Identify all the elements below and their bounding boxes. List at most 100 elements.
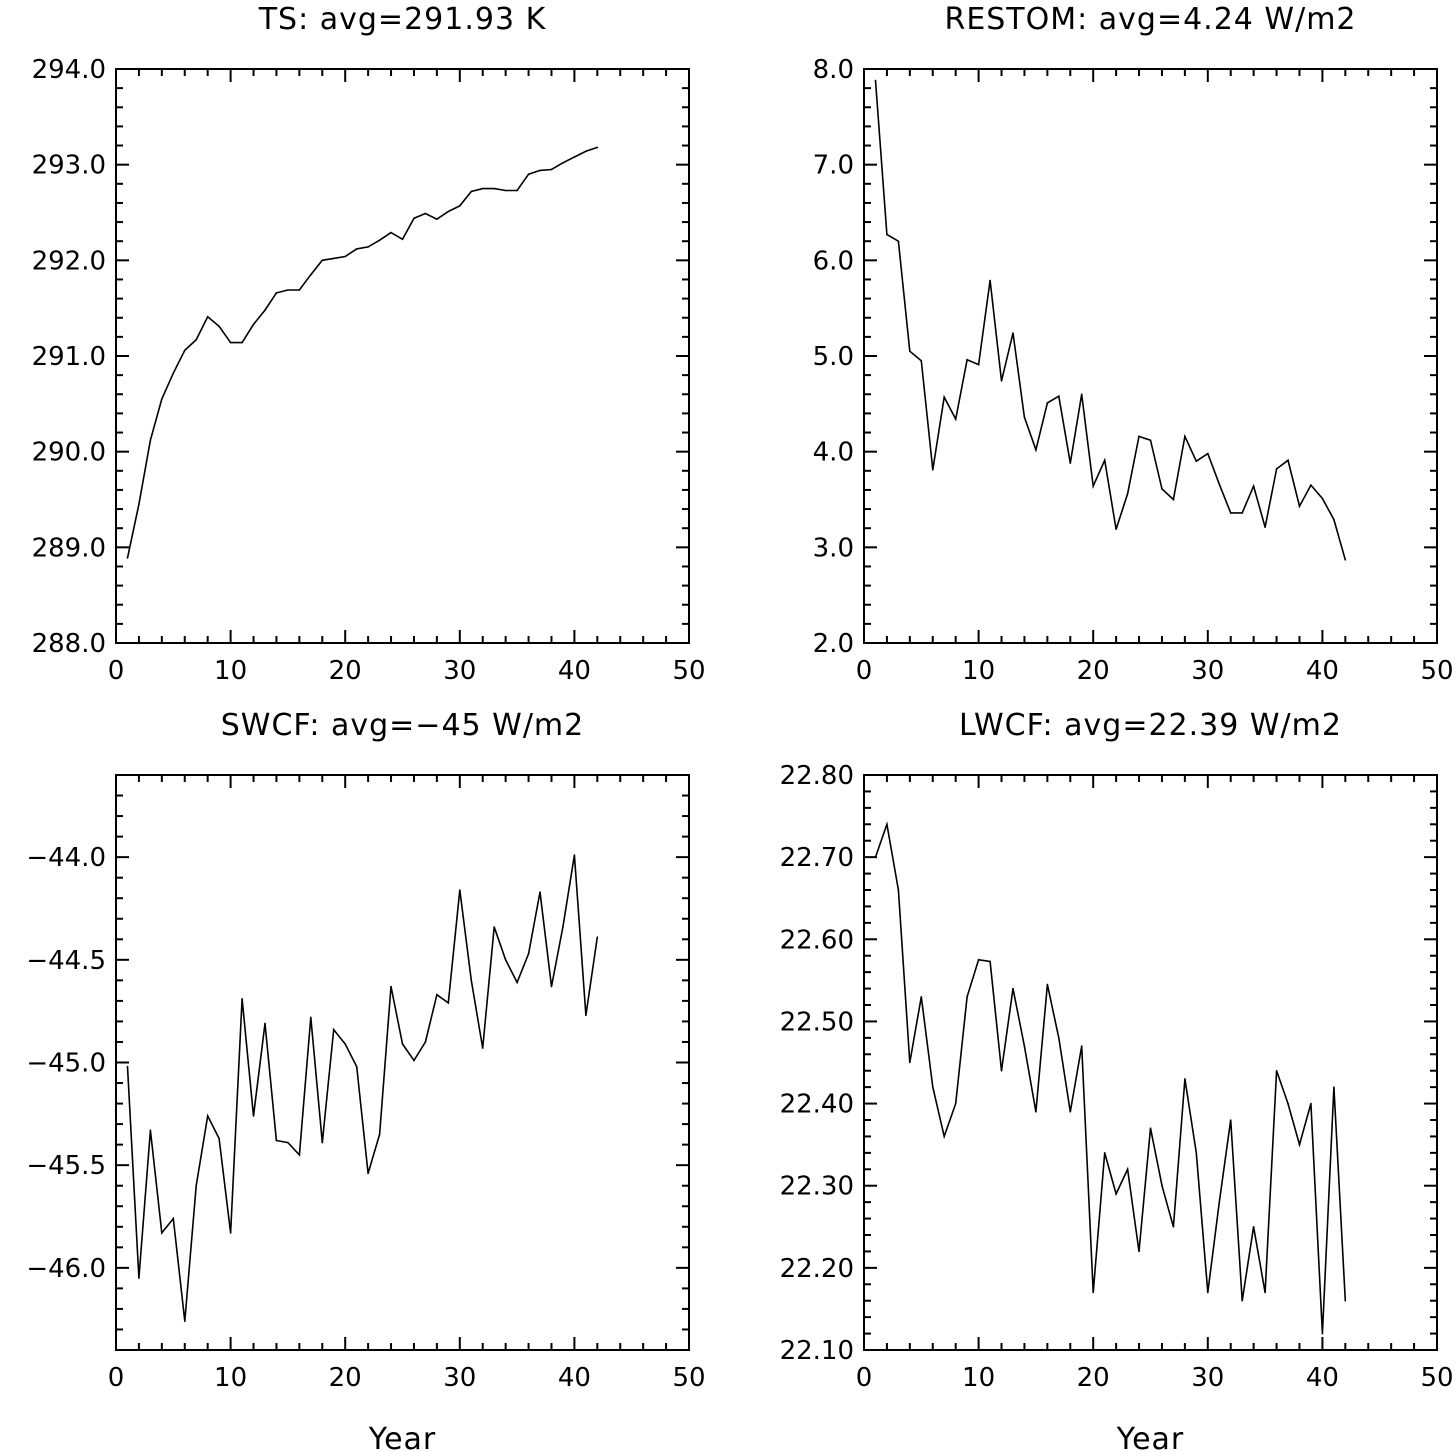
ts-data-point [126,557,129,559]
restom-y-tick-label: 6.0 [813,246,854,276]
swcf-x-tick-label: 0 [108,1363,125,1393]
ts-data-point [161,398,163,400]
lwcf-data-point [1046,983,1049,986]
lwcf-data-point [1321,1332,1324,1335]
restom-x-tick-label: 0 [856,656,873,686]
restom-y-tick-label: 4.0 [813,438,854,468]
ts-data-point [390,231,392,234]
swcf-x-tick-label: 50 [672,1363,705,1393]
lwcf-x-tick-label: 30 [1191,1363,1224,1393]
lwcf-data-point [977,959,980,961]
lwcf-data-point [1333,1086,1335,1088]
restom-data-point [1046,402,1049,404]
ts-data-point [493,187,495,190]
swcf-data-point [241,998,243,1000]
ts-y-tick-label: 289.0 [32,533,106,563]
lwcf-data-point [886,823,888,826]
swcf-data-point [275,1139,278,1142]
lwcf-y-tick-label: 22.80 [780,761,854,791]
restom-data-point [1298,505,1301,507]
swcf-data-point [470,979,473,982]
swcf-data-point [161,1232,163,1234]
ts-data-point [183,349,186,352]
ts-data-point [355,248,358,250]
swcf-data-point [287,1141,289,1144]
lwcf-data-point [1310,1102,1312,1105]
restom-data-point [1138,435,1140,438]
lwcf-data-point [920,995,923,998]
ts-data-point [459,205,461,207]
lwcf-data-point [1172,1225,1175,1228]
ts-y-tick-label: 294.0 [32,55,106,85]
restom-data-point [1115,528,1117,530]
lwcf-data-point [1229,1119,1232,1121]
ts-data-point [596,146,599,149]
lwcf-chart-title: LWCF: avg=22.39 W/m2 [959,708,1342,743]
swcf-data-point [183,1320,186,1323]
lwcf-data-point [1275,1069,1278,1072]
restom-data-point [1092,485,1094,487]
swcf-series-line [126,854,599,1322]
swcf-data-point [516,981,518,984]
ts-data-point [585,150,587,153]
ts-y-tick-label: 291.0 [32,342,106,372]
lwcf-plot-frame [863,774,1438,1351]
swcf-data-point [126,1065,129,1068]
lwcf-y-tick-label: 22.40 [780,1090,854,1120]
restom-data-point [1172,498,1175,501]
restom-y-tick-label: 7.0 [813,151,854,181]
lwcf-y-tick-label: 22.60 [780,925,854,955]
ts-data-point [206,315,209,318]
swcf-data-point [493,926,495,928]
restom-chart-title: RESTOM: avg=4.24 W/m2 [944,2,1356,37]
restom-data-point [989,279,991,282]
ts-data-point [562,161,564,164]
ts-x-tick-label: 30 [443,656,476,686]
ts-y-tick-label: 293.0 [32,151,106,181]
restom-data-point [931,469,934,471]
ts-data-point [539,169,541,172]
ts-data-point [310,273,312,276]
swcf-data-point [332,1028,335,1031]
lwcf-data-point [909,1061,911,1064]
ts-data-point [504,189,507,192]
restom-data-point [1184,435,1186,438]
swcf-data-point [229,1232,232,1234]
lwcf-panel: 0 10 20 30 40 50 22.10 22.20 22.30 22.40 22.50 22.6… [780,708,1454,1452]
lwcf-data-point [989,960,991,963]
lwcf-data-point [1092,1291,1094,1294]
lwcf-x-tick-label: 20 [1077,1363,1110,1393]
swcf-data-point [321,1141,324,1144]
swcf-data-point [481,1047,484,1049]
restom-data-point [966,359,968,361]
ts-y-tick-label: 292.0 [32,246,106,276]
swcf-data-point [252,1115,255,1117]
swcf-data-point [298,1154,301,1156]
restom-x-tick-label: 50 [1420,656,1453,686]
ts-data-point [378,239,381,242]
ts-data-point [436,218,438,220]
restom-data-point [1103,459,1106,462]
swcf-data-point [218,1137,220,1140]
ts-data-point [149,439,152,441]
ts-data-point [413,217,415,220]
lwcf-data-point [1207,1291,1209,1294]
ts-data-point [138,503,140,506]
restom-x-tick-label: 20 [1077,656,1110,686]
swcf-data-point [539,891,541,893]
restom-data-point [1287,459,1289,462]
restom-series-line [874,80,1347,561]
swcf-data-point [138,1277,140,1279]
lwcf-x-tick-label: 0 [856,1363,873,1393]
swcf-x-tick-label: 20 [329,1363,362,1393]
ts-data-point [332,257,335,260]
restom-data-point [1207,452,1209,455]
restom-data-point [886,233,888,236]
ts-data-point [321,259,324,262]
restom-data-point [1126,492,1129,495]
ts-data-point [424,212,427,215]
swcf-data-point [149,1129,152,1132]
restom-data-point [897,240,900,242]
